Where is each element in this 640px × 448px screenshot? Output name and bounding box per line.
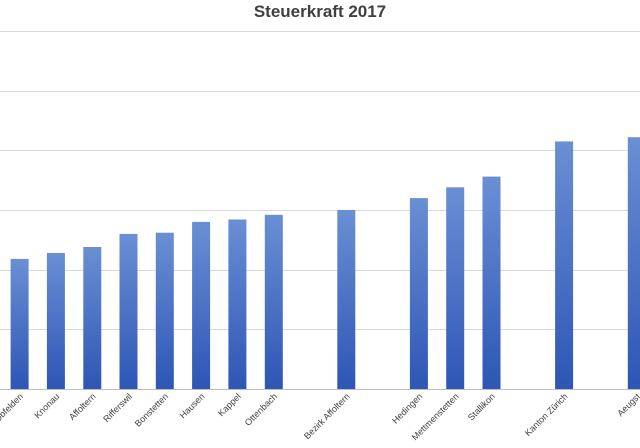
bar	[83, 247, 102, 389]
x-tick-label: Kanton Zürich	[523, 391, 570, 438]
bar	[155, 232, 174, 389]
x-tick-label: Affoltern	[67, 391, 98, 422]
bar	[192, 221, 211, 389]
bar	[46, 253, 65, 389]
bar	[482, 176, 501, 389]
x-tick-label: Aeugst	[615, 391, 640, 418]
x-tick-label: Ottenbach	[243, 391, 279, 427]
bar	[119, 233, 138, 389]
x-tick-label: Hedingen	[390, 391, 424, 425]
bar	[228, 219, 247, 389]
x-tick-label: Obfelden	[0, 391, 25, 424]
x-tick-label: Kappel	[216, 391, 243, 418]
chart-title: Steuerkraft 2017	[253, 2, 387, 21]
x-tick-label: Hausen	[178, 391, 207, 420]
bar	[264, 214, 283, 389]
bar	[446, 187, 465, 389]
x-tick-label: Bonstetten	[133, 391, 170, 428]
bar	[555, 141, 574, 389]
bar	[337, 210, 356, 389]
x-tick-label: Knonau	[32, 391, 61, 420]
x-tick-label: Bezirk Affoltern	[302, 391, 352, 441]
bar	[627, 137, 640, 389]
x-tick-label: Rifferswil	[101, 391, 134, 424]
x-tick-label: Stallikon	[466, 391, 497, 422]
bar	[10, 258, 29, 389]
bar	[409, 198, 428, 389]
